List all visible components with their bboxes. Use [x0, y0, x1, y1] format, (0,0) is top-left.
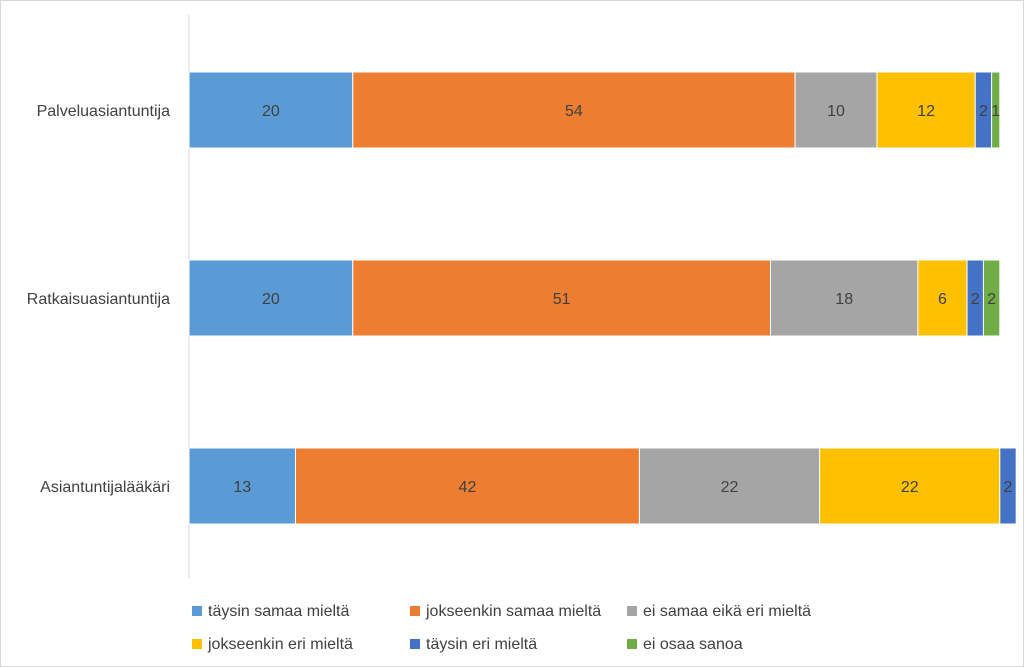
data-label: 51: [553, 291, 571, 308]
data-label: 6: [938, 291, 947, 308]
bar-segment: [638, 447, 821, 525]
bar-segment: [188, 71, 354, 149]
legend-swatch: [627, 606, 637, 616]
legend-item-label: ei samaa eikä eri mieltä: [643, 603, 811, 620]
legend-swatch: [410, 639, 420, 649]
legend: täysin samaa mieltä jokseenkin samaa miel…: [192, 603, 811, 653]
data-label: 2: [1004, 479, 1013, 496]
data-label: 20: [262, 103, 280, 120]
bar-segment: [999, 447, 1017, 525]
legend-swatch: [627, 639, 637, 649]
legend-item-label: täysin samaa mieltä: [208, 603, 349, 620]
legend-swatch: [192, 606, 202, 616]
data-label: 1: [991, 103, 1000, 120]
bar-segment: [876, 71, 976, 149]
data-label: 10: [827, 103, 845, 120]
bar-segment: [794, 71, 878, 149]
data-label: 12: [917, 103, 935, 120]
data-label: 2: [979, 103, 988, 120]
bar-segment: [188, 447, 296, 525]
data-label: 22: [721, 479, 739, 496]
data-label: 2: [971, 291, 980, 308]
data-label: 13: [233, 479, 251, 496]
bar-segment: [982, 259, 1001, 337]
category-label: Palveluasiantuntija: [37, 103, 171, 120]
data-label: 54: [565, 103, 583, 120]
category-label: Asiantuntijalääkäri: [40, 479, 170, 496]
data-label: 42: [459, 479, 477, 496]
data-label: 2: [987, 291, 996, 308]
legend-item-label: jokseenkin samaa mieltä: [425, 603, 601, 620]
category-labels: Palveluasiantuntija Ratkaisuasiantuntija A…: [27, 103, 170, 496]
legend-swatch: [410, 606, 420, 616]
legend-item-label: täysin eri mieltä: [426, 636, 537, 653]
legend-item-label: ei osaa sanoa: [643, 636, 743, 653]
data-label: 22: [901, 479, 919, 496]
legend-item-label: jokseenkin eri mieltä: [207, 636, 353, 653]
bar-segment: [294, 447, 640, 525]
data-label: 20: [262, 291, 280, 308]
bar-segment: [991, 71, 1001, 149]
data-label: 18: [835, 291, 853, 308]
bar-segment: [819, 447, 1001, 525]
bar-segment: [188, 259, 354, 337]
category-label: Ratkaisuasiantuntija: [27, 291, 170, 308]
legend-swatch: [192, 639, 202, 649]
plot-area: 20 54 10 12 2 120 51 18 6 2 213 42 22 22 2: [188, 15, 1017, 578]
bar-segment: [352, 259, 771, 337]
